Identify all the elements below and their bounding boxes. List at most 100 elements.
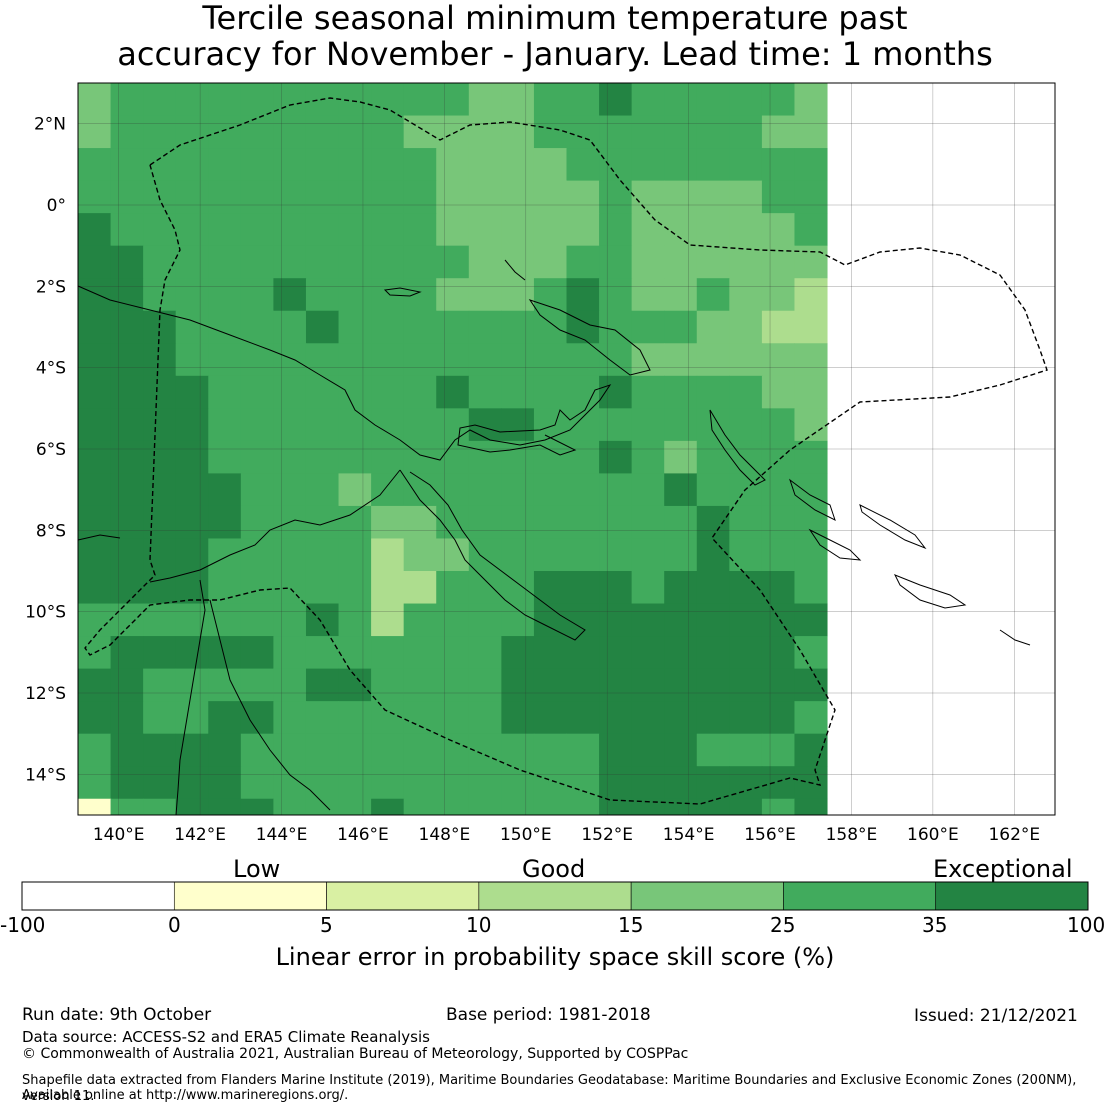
skill-cell	[468, 636, 502, 670]
latitude-label: 2°S	[36, 277, 66, 297]
latitude-label: 8°S	[36, 521, 66, 541]
skill-cell	[403, 603, 437, 637]
skill-cell	[533, 213, 567, 247]
skill-cell	[468, 278, 502, 312]
skill-cell	[78, 505, 112, 539]
skill-cell	[533, 701, 567, 735]
skill-cell	[761, 733, 795, 767]
skill-cell	[78, 310, 112, 344]
skill-cell	[78, 148, 112, 182]
skill-cell	[696, 473, 730, 507]
legend-label-good: Good	[522, 855, 586, 883]
skill-cell	[208, 701, 242, 735]
skill-cell	[599, 636, 633, 670]
skill-cell	[208, 603, 242, 637]
skill-cell	[664, 343, 698, 377]
skill-cell	[566, 798, 600, 816]
skill-cell	[599, 766, 633, 800]
skill-cell	[273, 375, 307, 409]
longitude-label: 152°E	[581, 825, 633, 845]
skill-cell	[305, 148, 340, 182]
skill-cell	[468, 375, 502, 409]
skill-cell	[143, 473, 177, 507]
skill-cell	[696, 213, 730, 247]
skill-cell	[664, 213, 698, 247]
skill-cell	[761, 440, 795, 474]
skill-cell	[696, 505, 730, 539]
skill-cell	[696, 603, 730, 637]
skill-cell	[403, 375, 437, 409]
skill-cell	[403, 766, 437, 800]
skill-cell	[78, 213, 112, 247]
skill-cell	[175, 180, 209, 214]
skill-cell	[533, 571, 567, 605]
skill-cell	[468, 245, 502, 279]
skill-cell	[566, 636, 600, 670]
skill-cell	[403, 278, 437, 312]
skill-cell	[599, 245, 633, 279]
skill-cell	[175, 505, 209, 539]
skill-cell	[273, 571, 307, 605]
skill-cell	[468, 310, 502, 344]
skill-cell	[761, 83, 795, 117]
skill-cell	[566, 245, 600, 279]
skill-cell	[110, 115, 144, 149]
skill-cell	[599, 603, 633, 637]
latitude-label: 14°S	[25, 765, 66, 785]
data-source: Data source: ACCESS-S2 and ERA5 Climate …	[22, 1028, 430, 1046]
skill-cell	[729, 310, 763, 344]
skill-cell	[273, 115, 307, 149]
skill-cell	[403, 505, 437, 539]
skill-cell	[436, 538, 470, 572]
skill-cell	[533, 505, 567, 539]
skill-cell	[143, 148, 177, 182]
skill-cell	[273, 245, 307, 279]
skill-cell	[729, 278, 763, 312]
skill-cell	[696, 701, 730, 735]
skill-cell	[240, 473, 274, 507]
longitude-label: 148°E	[419, 825, 471, 845]
skill-cell	[566, 278, 600, 312]
skill-cell	[729, 375, 763, 409]
skill-cell	[664, 701, 698, 735]
colorbar-segment	[783, 881, 937, 911]
skill-cell	[436, 571, 470, 605]
skill-cell	[305, 505, 340, 539]
skill-cell	[338, 213, 372, 247]
skill-cell	[208, 538, 242, 572]
skill-cell	[338, 83, 372, 117]
eez-boundaries	[84, 97, 1048, 805]
skill-cell	[566, 538, 600, 572]
skill-cell	[631, 473, 665, 507]
skill-cell	[403, 343, 437, 377]
skill-cell	[436, 180, 470, 214]
papua-south-coast	[399, 469, 586, 641]
skill-cell	[468, 343, 502, 377]
colorbar-segment	[326, 881, 480, 911]
skill-cell	[794, 180, 828, 214]
skill-cell	[371, 83, 405, 117]
skill-cell	[664, 148, 698, 182]
skill-cell	[371, 505, 405, 539]
latitude-labels: 2°N 0° 2°S 4°S 6°S 8°S 10°S 12°S 14°S	[25, 115, 66, 786]
skill-cell	[338, 766, 372, 800]
skill-cell	[371, 668, 405, 702]
skill-cell	[371, 440, 405, 474]
skill-cell	[273, 798, 307, 816]
skill-cell	[794, 310, 828, 344]
skill-cell	[696, 636, 730, 670]
longitude-label: 146°E	[337, 825, 389, 845]
skill-cell	[143, 115, 177, 149]
skill-cell	[338, 278, 372, 312]
skill-cell	[664, 636, 698, 670]
skill-cell	[110, 408, 144, 442]
legend-tick: 100	[1067, 913, 1106, 937]
skill-cell	[696, 733, 730, 767]
skill-cell	[533, 733, 567, 767]
skill-cell	[208, 375, 242, 409]
skill-cell	[468, 701, 502, 735]
skill-cell	[208, 213, 242, 247]
skill-cell	[143, 733, 177, 767]
skill-cell	[175, 440, 209, 474]
skill-cell	[631, 636, 665, 670]
